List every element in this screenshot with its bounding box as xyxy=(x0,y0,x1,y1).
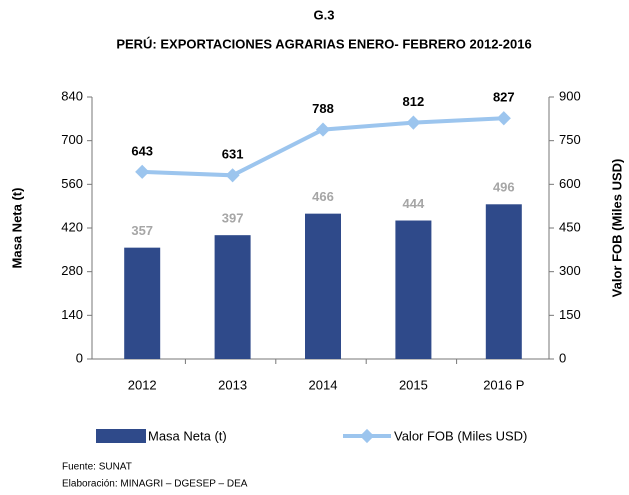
x-tick-label: 2016 P xyxy=(483,377,524,392)
line-marker xyxy=(315,122,331,137)
bar xyxy=(395,220,432,359)
x-tick-label: 2014 xyxy=(309,377,338,392)
bar xyxy=(214,235,251,359)
line-marker xyxy=(406,115,421,130)
y-tick-label: 700 xyxy=(61,132,83,147)
y-tick-label: 560 xyxy=(61,176,83,191)
line-value-label: 812 xyxy=(403,94,425,109)
y2-tick-label: 750 xyxy=(559,132,581,147)
line-marker xyxy=(135,164,150,179)
y2-tick-label: 300 xyxy=(559,263,581,278)
bar xyxy=(485,204,522,359)
x-tick-label: 2013 xyxy=(218,377,247,392)
source-note: Fuente: SUNAT xyxy=(62,462,132,473)
x-tick-label: 2012 xyxy=(128,377,157,392)
bar-value-label: 444 xyxy=(403,196,425,211)
y2-tick-label: 600 xyxy=(559,176,581,191)
line-value-label: 827 xyxy=(493,90,515,105)
y2-axis-title: Valor FOB (Miles USD) xyxy=(609,159,624,298)
bar xyxy=(124,247,161,359)
legend-label: Valor FOB (Miles USD) xyxy=(394,428,527,443)
source-note: Elaboración: MINAGRI – DGESEP – DEA xyxy=(62,479,248,490)
line-value-label: 643 xyxy=(131,143,153,158)
y-axis-title: Masa Neta (t) xyxy=(9,188,24,269)
bar-value-label: 397 xyxy=(222,211,244,226)
chart-title: G.3 xyxy=(314,7,335,22)
bar-value-label: 496 xyxy=(493,180,515,195)
bar-value-label: 357 xyxy=(131,223,153,238)
y2-tick-label: 450 xyxy=(559,219,581,234)
chart-subtitle: PERÚ: EXPORTACIONES AGRARIAS ENERO- FEBR… xyxy=(116,36,531,51)
y-tick-label: 140 xyxy=(61,307,83,322)
y-tick-label: 280 xyxy=(61,263,83,278)
y-tick-label: 840 xyxy=(61,88,83,103)
legend-swatch xyxy=(359,428,375,444)
bar xyxy=(305,213,341,359)
y-tick-label: 0 xyxy=(76,350,83,365)
y2-tick-label: 900 xyxy=(559,88,581,103)
y-tick-label: 420 xyxy=(61,219,83,234)
y2-tick-label: 0 xyxy=(559,350,566,365)
line-value-label: 631 xyxy=(222,147,244,162)
line-value-label: 788 xyxy=(312,101,334,116)
line-marker xyxy=(225,168,240,183)
legend-swatch xyxy=(96,429,146,443)
y2-tick-label: 150 xyxy=(559,307,581,322)
line-marker xyxy=(496,111,511,126)
legend-label: Masa Neta (t) xyxy=(148,428,227,443)
bar-value-label: 466 xyxy=(312,189,334,204)
x-tick-label: 2015 xyxy=(399,377,428,392)
